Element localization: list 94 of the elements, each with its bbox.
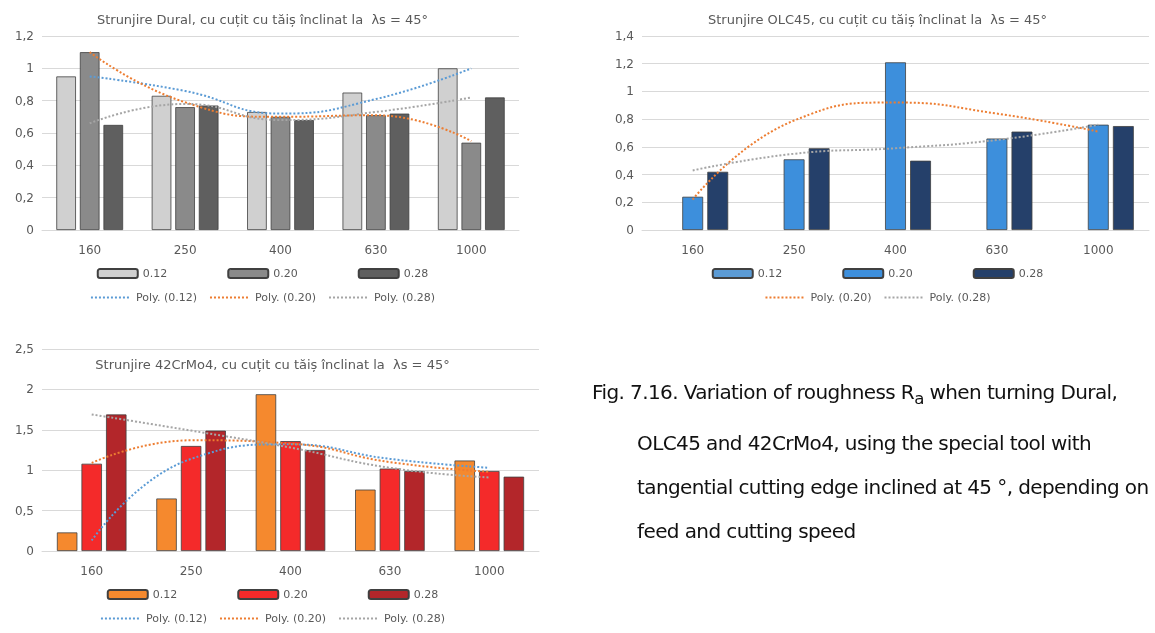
bar [885,62,906,230]
line-series [88,96,473,125]
x-tick-label: 400 [269,243,292,257]
y-tick-label: 0 [626,223,634,237]
bar [294,120,314,230]
bar [910,160,931,230]
y-tick-label: 0,4 [14,158,34,173]
text: Strunjire 42CrMo4, cu cuțit cu tăiș înclinat la λs = 45° [95,357,450,372]
bar [270,116,291,230]
bar [280,441,301,551]
bar [1011,131,1033,230]
y-tick-label: 0,8 [14,93,34,108]
legend-label: Poly. (0.20) [810,291,872,304]
bar [81,463,102,551]
chart-title: Strunjire OLC45, cu cuțit cu tăiș înclinat la λs = 45° [707,12,1048,27]
legend-label: 0.28 [403,267,429,280]
bar [366,115,386,230]
legend-label: Poly. (0.12) [135,291,197,304]
x-tick-label: 250 [782,243,806,257]
bar [808,148,830,230]
bar [156,498,177,551]
y-tick-label: 0 [26,223,34,237]
bar [304,450,326,551]
y-tick-label: 0,4 [614,167,634,182]
legend-label: Poly. (0.20) [264,612,327,625]
y-tick-label: 1 [26,463,34,478]
bar [783,159,805,230]
bar [682,196,704,230]
y-tick-label: 0,6 [14,126,34,140]
y-tick-label: 0,2 [614,195,634,210]
x-tick-label: 630 [364,243,388,257]
legend-label: 0.12 [757,267,783,280]
bar [103,124,124,230]
legend-label: Poly. (0.28) [384,612,446,625]
bar [175,107,195,230]
legend-label: 0.28 [1018,267,1044,280]
bar [79,52,100,230]
bar [180,445,202,551]
line-series [88,51,473,143]
legend-label: 0.20 [283,588,308,601]
bar [1112,126,1134,230]
legend-label: Poly. (0.28) [374,291,436,304]
x-tick-label: 1000 [474,564,505,578]
legend-label: Poly. (0.28) [929,291,991,304]
x-tick-label: 160 [78,243,102,257]
x-tick-label: 630 [985,243,1009,257]
y-tick-label: 1,5 [14,422,34,437]
y-tick-label: 2 [26,382,34,397]
text: Fig. 7.16. Variation of roughness R$_{a}$ when turning Dural, OLC45 and 42CrMo4, using the special tool with tangential cutting edge inclined at 45 °, depending on feed and cutting speed [592,380,1149,543]
y-tick-label: 0 [26,544,34,558]
y-tick-label: 2,5 [14,342,34,356]
y-tick-label: 0,8 [614,112,634,127]
bar [707,171,729,230]
x-tick-label: 160 [80,564,104,578]
y-tick-label: 1 [626,84,634,99]
bar [1087,124,1109,230]
legend-label: 0.28 [413,588,439,601]
x-tick-label: 1000 [1083,243,1114,257]
bar [106,414,127,551]
x-tick-label: 160 [681,243,705,257]
y-tick-label: 0,5 [14,503,34,518]
legend-label: 0.12 [142,267,168,280]
x-tick-label: 630 [378,564,402,578]
bar [404,471,425,551]
bar [379,468,401,551]
legend-label: 0.12 [152,588,178,601]
bar [56,532,78,551]
x-tick-label: 250 [179,564,203,578]
bar [461,142,482,230]
x-tick-label: 400 [279,564,302,578]
line-series [90,413,491,479]
bar [485,97,505,230]
legend-label: Poly. (0.20) [254,291,317,304]
x-tick-label: 400 [884,243,907,257]
bar [479,471,500,551]
bar [198,105,219,230]
bar [355,489,376,551]
y-tick-label: 1,2 [614,56,634,71]
legend-label: 0.20 [273,267,298,280]
y-tick-label: 1 [26,61,34,76]
y-tick-label: 0,6 [614,139,634,154]
x-tick-label: 1000 [456,243,487,257]
legend-label: Poly. (0.12) [145,612,207,625]
y-tick-label: 1,4 [614,29,634,43]
line-series [691,101,1100,201]
bar [389,113,410,230]
legend-label: 0.20 [888,267,913,280]
chart-title: Strunjire Dural, cu cuțit cu tăiș înclinat la λs = 45° [96,12,429,27]
bar [503,476,525,551]
x-tick-label: 250 [173,243,197,257]
bar [986,138,1008,230]
y-tick-label: 0,2 [14,190,34,205]
bar [205,430,226,551]
y-tick-label: 1,2 [14,29,34,43]
